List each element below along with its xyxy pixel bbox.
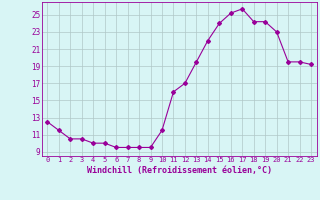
X-axis label: Windchill (Refroidissement éolien,°C): Windchill (Refroidissement éolien,°C) [87, 166, 272, 175]
